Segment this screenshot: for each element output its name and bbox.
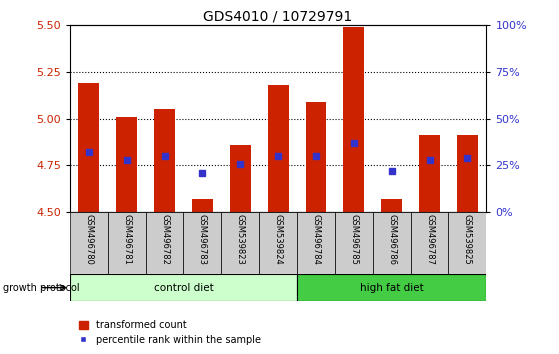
Bar — [70, 212, 108, 274]
Bar — [70, 274, 297, 301]
Title: GDS4010 / 10729791: GDS4010 / 10729791 — [203, 10, 353, 24]
Bar — [116, 117, 137, 212]
Bar — [457, 136, 478, 212]
Bar — [221, 212, 259, 274]
Text: GSM496780: GSM496780 — [84, 214, 93, 265]
Bar — [183, 212, 221, 274]
Bar — [306, 102, 326, 212]
Bar — [343, 27, 364, 212]
Text: control diet: control diet — [154, 282, 214, 293]
Text: GSM496787: GSM496787 — [425, 214, 434, 265]
Bar — [108, 212, 145, 274]
Text: GSM496784: GSM496784 — [311, 214, 320, 265]
Text: GSM496783: GSM496783 — [198, 214, 207, 265]
Bar — [373, 212, 411, 274]
Bar — [230, 145, 250, 212]
Bar — [268, 85, 288, 212]
Bar — [448, 212, 486, 274]
Text: GSM539823: GSM539823 — [236, 214, 245, 265]
Bar — [411, 212, 448, 274]
Text: growth protocol: growth protocol — [3, 282, 79, 293]
Bar — [259, 212, 297, 274]
Text: GSM496785: GSM496785 — [349, 214, 358, 265]
Text: high fat diet: high fat diet — [360, 282, 424, 293]
Bar — [381, 199, 402, 212]
Bar — [419, 136, 440, 212]
Legend: transformed count, percentile rank within the sample: transformed count, percentile rank withi… — [75, 316, 265, 349]
Text: GSM496782: GSM496782 — [160, 214, 169, 265]
Text: GSM539824: GSM539824 — [273, 214, 283, 265]
Bar — [297, 212, 335, 274]
Text: GSM496786: GSM496786 — [387, 214, 396, 265]
Text: GSM496781: GSM496781 — [122, 214, 131, 265]
Bar — [78, 83, 99, 212]
Text: GSM539825: GSM539825 — [463, 214, 472, 265]
Bar — [335, 212, 373, 274]
Bar — [154, 109, 175, 212]
Bar — [145, 212, 183, 274]
Bar — [297, 274, 486, 301]
Bar — [192, 199, 213, 212]
